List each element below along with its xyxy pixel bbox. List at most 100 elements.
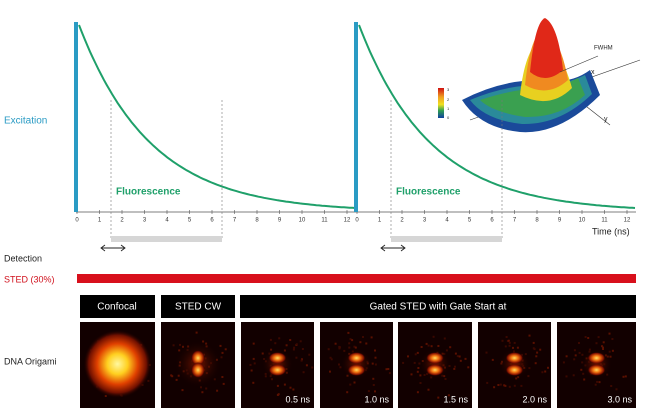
spot (191, 350, 205, 366)
noise-pixel (572, 374, 575, 377)
noise-pixel (532, 341, 535, 344)
noise-pixel (339, 366, 342, 369)
noise-pixel (261, 352, 264, 355)
noise-pixel (289, 386, 292, 389)
colorbar-label: 0 (447, 115, 450, 120)
excitation-label: Excitation (4, 116, 47, 127)
noise-pixel (582, 372, 585, 375)
fluorescence-label: Fluorescence (116, 187, 181, 198)
noise-pixel (419, 374, 422, 377)
noise-pixel (533, 348, 536, 351)
noise-pixel (541, 371, 544, 374)
spot (191, 362, 205, 378)
gate-bar (391, 236, 502, 242)
noise-pixel (252, 357, 255, 360)
noise-pixel (295, 343, 298, 346)
noise-pixel (299, 340, 302, 343)
noise-pixel (274, 342, 277, 345)
noise-pixel (581, 353, 584, 356)
noise-pixel (271, 378, 273, 381)
noise-pixel (597, 336, 600, 339)
noise-pixel (311, 366, 314, 369)
dna-origami-label: DNA Origami (4, 356, 57, 366)
colorbar-label: 3 (447, 87, 450, 92)
noise-pixel (374, 363, 377, 366)
noise-pixel (348, 342, 351, 345)
spot (505, 352, 524, 364)
noise-pixel (292, 348, 295, 351)
noise-pixel (216, 389, 219, 392)
tick-label: 8 (255, 218, 259, 224)
noise-pixel (147, 379, 150, 382)
noise-pixel (565, 375, 568, 378)
spot (587, 352, 606, 364)
noise-pixel (302, 371, 305, 374)
noise-pixel (365, 342, 368, 345)
noise-pixel (507, 339, 510, 342)
noise-pixel (374, 390, 376, 393)
noise-pixel (544, 370, 547, 373)
noise-pixel (508, 341, 511, 344)
noise-pixel (594, 383, 597, 386)
noise-pixel (221, 376, 224, 378)
tick-label: 10 (299, 218, 306, 224)
noise-pixel (224, 348, 227, 351)
noise-pixel (419, 382, 422, 384)
tick-label: 9 (278, 218, 282, 224)
noise-pixel (491, 358, 494, 361)
noise-pixel (580, 368, 583, 371)
noise-pixel (520, 384, 523, 387)
inset-y-label: y (604, 116, 608, 123)
noise-pixel (528, 334, 531, 337)
noise-pixel (437, 345, 440, 347)
noise-pixel (610, 385, 613, 387)
noise-pixel (181, 389, 184, 392)
noise-pixel (608, 350, 611, 353)
noise-pixel (454, 365, 456, 368)
noise-pixel (602, 348, 604, 350)
noise-pixel (425, 342, 428, 345)
spot (505, 364, 524, 376)
tick-label: 9 (558, 218, 562, 224)
noise-pixel (513, 341, 516, 344)
tick-label: 7 (513, 218, 517, 224)
noise-pixel (308, 353, 311, 356)
noise-pixel (348, 346, 351, 349)
noise-pixel (289, 339, 292, 341)
noise-pixel (374, 356, 377, 359)
noise-pixel (584, 336, 587, 338)
noise-pixel (601, 345, 603, 348)
noise-pixel (372, 377, 375, 380)
tick-label: 11 (321, 218, 328, 224)
noise-pixel (486, 381, 489, 384)
noise-pixel (301, 358, 303, 361)
noise-pixel (598, 381, 601, 384)
spot (587, 364, 606, 376)
noise-pixel (407, 355, 409, 358)
noise-pixel (329, 356, 332, 359)
noise-pixel (371, 362, 374, 365)
noise-pixel (565, 355, 568, 358)
noise-pixel (295, 356, 298, 359)
noise-pixel (172, 344, 175, 347)
tick-label: 12 (624, 218, 631, 224)
tick-label: 3 (423, 218, 427, 224)
decay-curve (78, 24, 356, 209)
shift-arrow (100, 244, 126, 252)
noise-pixel (417, 367, 420, 369)
noise-pixel (497, 384, 500, 386)
sted-bar (77, 274, 636, 283)
noise-pixel (300, 359, 303, 362)
noise-pixel (504, 345, 507, 348)
noise-pixel (458, 355, 461, 358)
noise-pixel (578, 351, 581, 354)
noise-pixel (343, 349, 346, 352)
noise-pixel (385, 368, 388, 371)
noise-pixel (573, 358, 576, 361)
noise-pixel (413, 361, 416, 364)
noise-pixel (293, 346, 296, 349)
noise-pixel (264, 375, 267, 378)
noise-pixel (250, 369, 253, 372)
noise-pixel (513, 384, 516, 387)
noise-pixel (353, 345, 356, 348)
